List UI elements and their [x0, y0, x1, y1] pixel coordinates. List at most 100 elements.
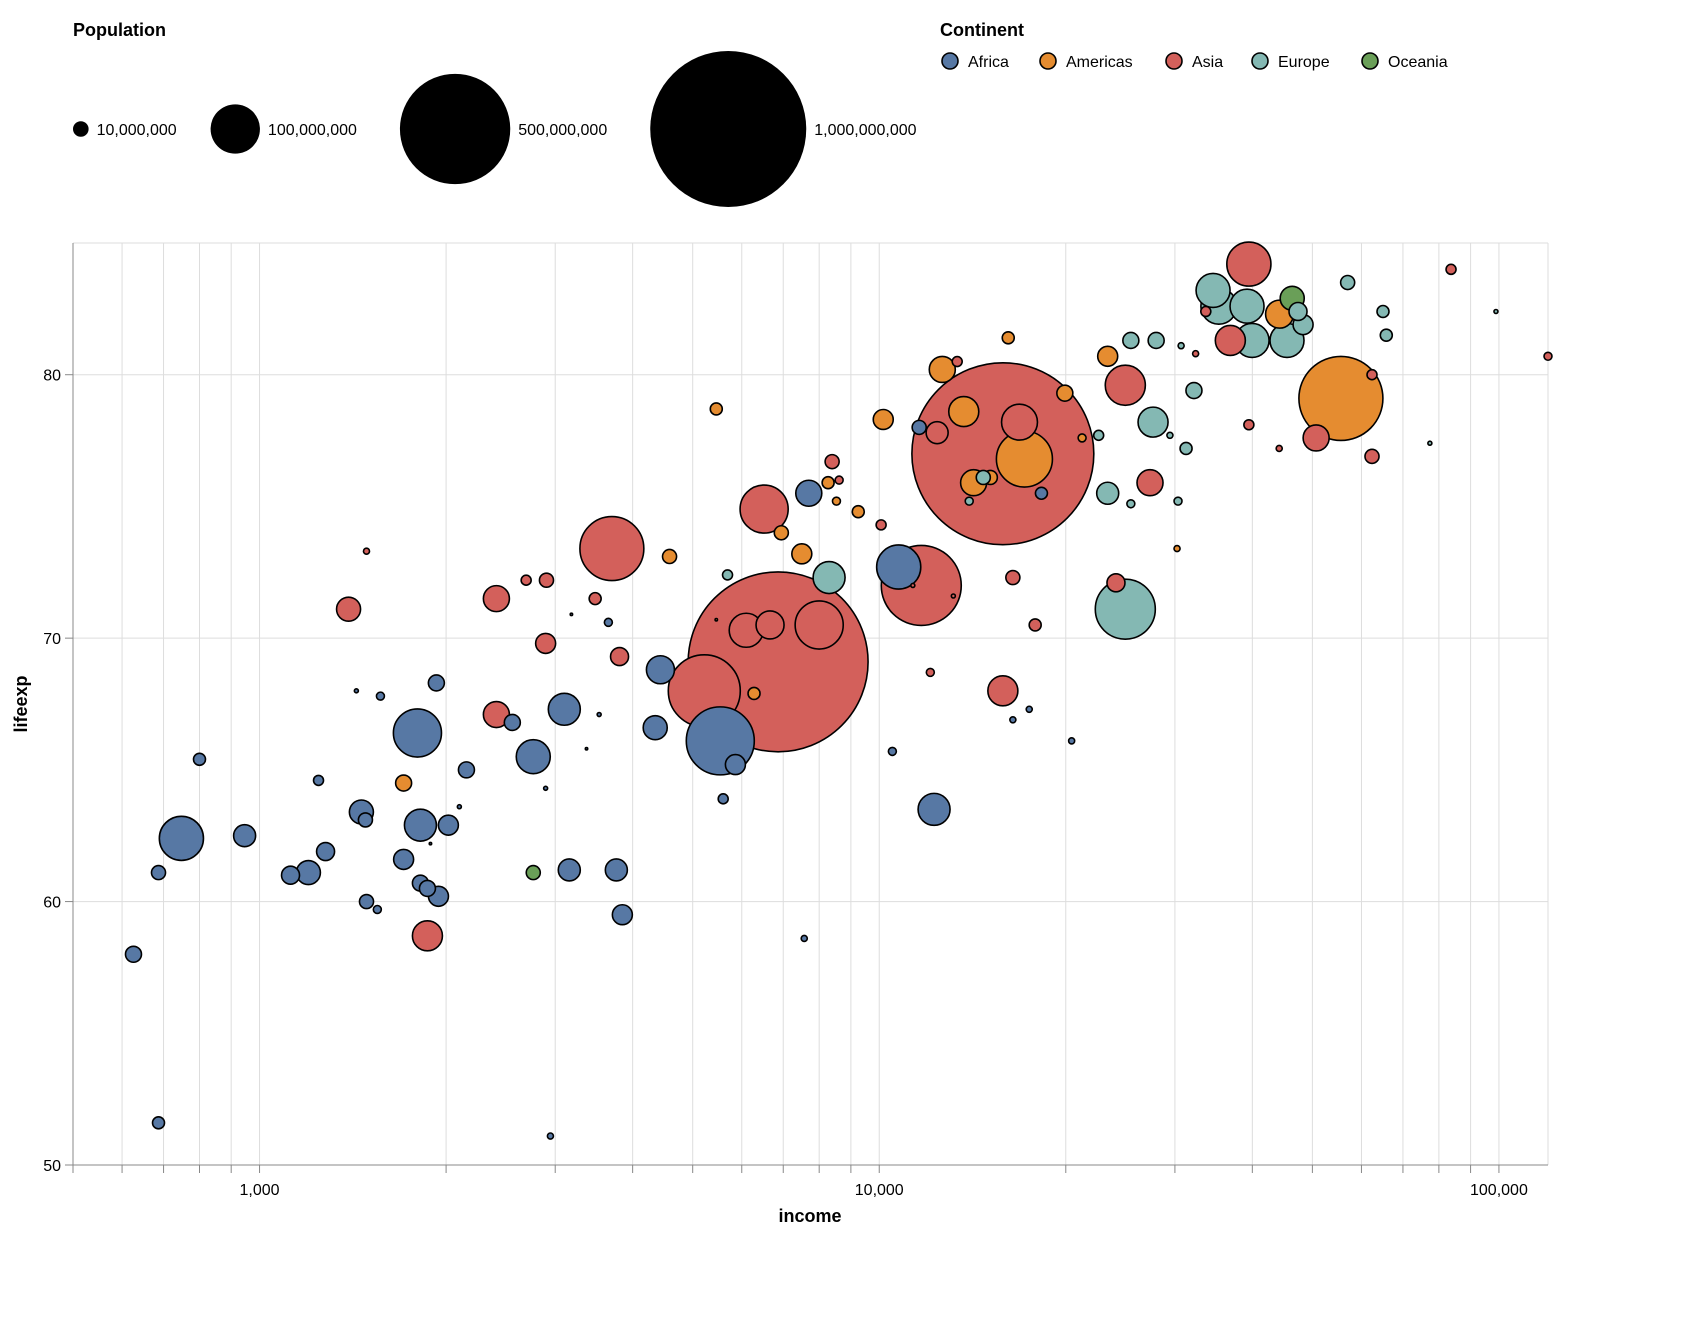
data-point-africa: [353, 688, 360, 694]
data-point-asia: [1200, 305, 1212, 318]
data-point-africa: [645, 654, 676, 685]
data-point-asia: [1366, 368, 1378, 381]
data-point-africa: [911, 419, 928, 436]
x-axis-title: income: [778, 1206, 841, 1226]
data-point-africa: [887, 746, 898, 757]
x-tick-label: 10,000: [855, 1182, 904, 1199]
legend-label: Asia: [1192, 54, 1223, 71]
data-point-africa: [584, 746, 589, 751]
data-point-americas: [394, 774, 413, 792]
data-point-europe: [1166, 431, 1174, 440]
legend-swatch: [941, 52, 959, 70]
data-point-europe: [975, 469, 992, 486]
data-point-europe: [1147, 331, 1165, 350]
data-point-africa: [724, 753, 747, 776]
y-tick-label: 50: [43, 1158, 61, 1175]
data-point-africa: [611, 903, 634, 926]
data-point-africa: [158, 815, 205, 862]
population-legend-label: 100,000,000: [268, 122, 357, 139]
continent-legend-title: Continent: [940, 20, 1024, 40]
data-point-africa: [557, 858, 582, 882]
data-point-asia: [1543, 351, 1553, 362]
legend-item-africa[interactable]: Africa: [941, 52, 1009, 71]
data-point-africa: [1067, 737, 1076, 745]
legend-label: Africa: [968, 54, 1009, 71]
data-point-asia: [520, 574, 532, 586]
data-point-africa: [357, 812, 374, 828]
data-point-europe: [1493, 308, 1499, 315]
data-point-africa: [295, 859, 322, 886]
data-point-africa: [546, 1132, 555, 1140]
data-point-africa: [569, 612, 574, 617]
legend-item-americas[interactable]: Americas: [1039, 52, 1133, 71]
data-point-asia: [1136, 468, 1164, 497]
data-point-americas: [714, 617, 719, 622]
data-point-africa: [124, 945, 143, 964]
data-point-africa: [427, 674, 446, 692]
legend-item-europe[interactable]: Europe: [1251, 52, 1330, 71]
legend-item-asia[interactable]: Asia: [1165, 52, 1223, 71]
data-point-europe: [1288, 301, 1308, 322]
data-point-asia: [824, 453, 840, 470]
legend-item-oceania[interactable]: Oceania: [1361, 52, 1448, 71]
data-point-americas: [1096, 345, 1119, 368]
population-legend-label: 10,000,000: [97, 122, 177, 139]
legend-swatch: [1039, 52, 1057, 70]
data-point-europe: [721, 569, 734, 581]
data-point-asia: [739, 484, 789, 534]
data-point-africa: [547, 692, 582, 727]
data-point-asia: [1191, 349, 1200, 358]
legend-swatch: [1251, 52, 1269, 70]
data-point-africa: [515, 738, 552, 775]
data-point-asia: [1302, 424, 1330, 452]
data-point-africa: [392, 708, 443, 758]
data-point-asia: [1005, 569, 1021, 586]
y-tick-label: 80: [43, 368, 61, 385]
y-tick-label: 70: [43, 631, 61, 648]
data-point-asia: [588, 591, 602, 606]
data-point-africa: [428, 841, 433, 846]
data-point-europe: [1185, 381, 1203, 400]
data-point-africa: [604, 858, 629, 882]
data-point-europe: [1339, 274, 1356, 291]
data-point-africa: [800, 934, 809, 943]
data-point-africa: [280, 865, 301, 886]
axes: 1,000 10,000 100,000 50 60 70 80: [43, 243, 1548, 1199]
legend-label: Europe: [1278, 54, 1330, 71]
data-point-asia: [1214, 324, 1247, 357]
data-point-africa: [150, 864, 167, 881]
data-point-asia: [362, 547, 371, 556]
data-point-americas: [1077, 433, 1087, 443]
legend-swatch: [1361, 52, 1379, 70]
data-point-asia: [950, 593, 957, 599]
data-point-europe: [1173, 496, 1183, 506]
data-point-africa: [358, 893, 375, 910]
population-legend-symbol: [399, 73, 511, 185]
data-point-africa: [232, 823, 257, 848]
data-point-africa: [503, 713, 522, 732]
legend-swatch: [1165, 52, 1183, 70]
data-point-asia: [1445, 263, 1457, 276]
data-point-asia: [335, 596, 362, 622]
data-point-africa: [875, 544, 922, 590]
data-point-asia: [834, 475, 844, 485]
data-point-asia: [538, 572, 555, 589]
data-point-asia: [411, 920, 444, 952]
data-point-europe: [964, 496, 974, 506]
population-legend-symbol: [210, 104, 260, 154]
legend-label: Oceania: [1388, 54, 1448, 71]
data-point-africa: [794, 479, 823, 508]
data-point-africa: [192, 752, 207, 767]
legend-label: Americas: [1066, 54, 1133, 71]
data-point-asia: [1028, 618, 1042, 632]
data-point-africa: [1009, 715, 1017, 724]
data-point-asia: [1364, 448, 1380, 465]
data-point-asia: [579, 515, 645, 582]
data-point-africa: [542, 785, 549, 792]
data-point-oceania: [525, 864, 542, 881]
data-point-americas: [709, 402, 724, 416]
data-point-africa: [1025, 705, 1034, 714]
population-legend-label: 500,000,000: [518, 122, 607, 139]
data-point-asia: [609, 646, 630, 667]
